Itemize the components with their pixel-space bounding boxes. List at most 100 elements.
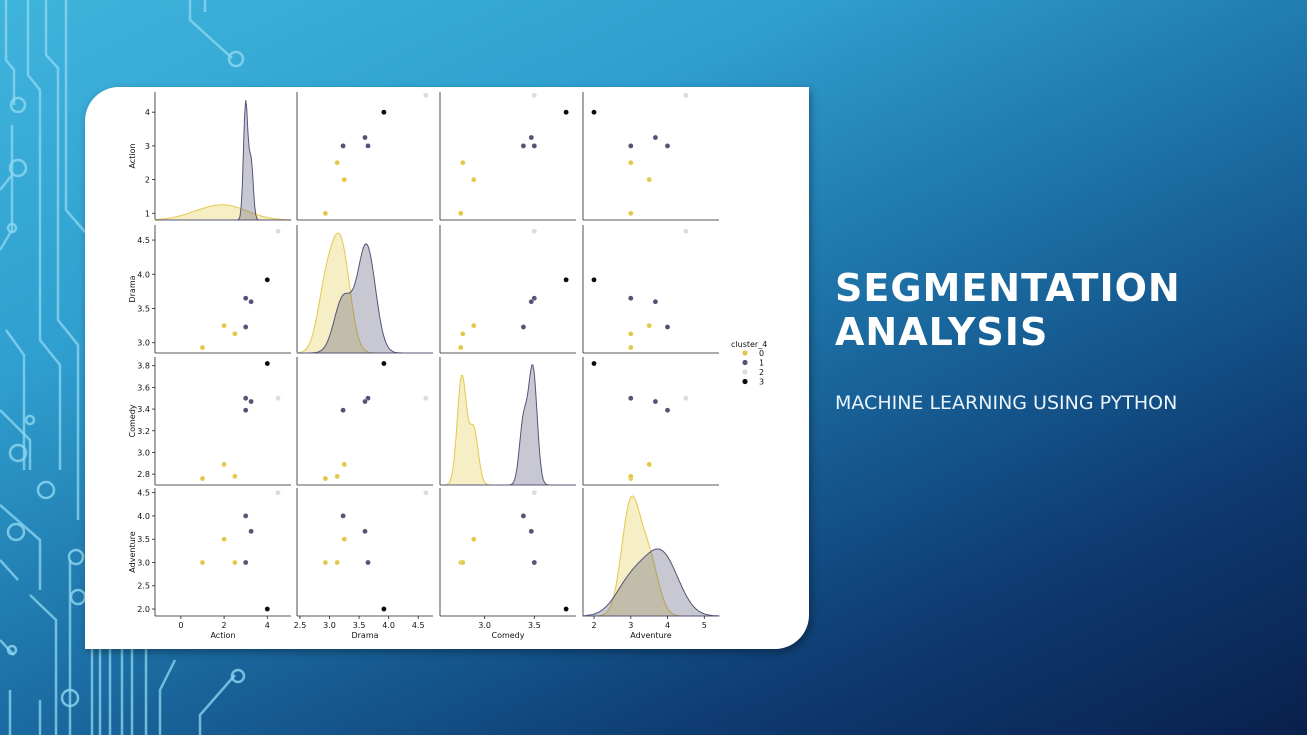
x-tick-label: 4.0 [382, 621, 395, 630]
point-cluster-1 [248, 298, 254, 305]
x-tick-label: 2 [591, 621, 596, 630]
point-cluster-2 [683, 395, 689, 402]
point-cluster-0 [470, 536, 477, 543]
kde-cluster-1 [582, 548, 720, 617]
point-cluster-1 [664, 324, 671, 330]
point-cluster-0 [341, 536, 348, 543]
kde-cluster-1 [440, 364, 576, 486]
y-tick-label: 4.5 [137, 489, 150, 498]
x-tick-label: 4 [265, 621, 270, 630]
point-cluster-0 [232, 330, 238, 337]
panel-comedy-vs-drama [296, 357, 433, 486]
point-cluster-0 [221, 322, 227, 329]
y-tick-label: 3.6 [137, 383, 150, 392]
x-axis-label: Drama [351, 631, 378, 640]
circuit-trace [4, 0, 16, 105]
y-tick-label: 3.0 [137, 448, 150, 457]
circuit-node [67, 548, 85, 566]
point-cluster-2 [531, 489, 538, 496]
legend-marker-2 [742, 369, 748, 375]
kde-cluster-1 [155, 99, 291, 221]
point-cluster-1 [365, 559, 371, 566]
point-cluster-1 [520, 513, 527, 519]
kde-cluster-0 [154, 204, 292, 221]
point-cluster-0 [459, 159, 466, 166]
pairplot-chart: 1234Action3.03.54.04.5Drama2.83.03.23.43… [128, 92, 767, 640]
point-cluster-3 [381, 606, 387, 612]
circuit-trace [158, 659, 177, 735]
panel-adventure-vs-comedy: 3.0 3.5 Comedy [439, 488, 576, 640]
legend-marker-3 [742, 378, 748, 385]
point-cluster-0 [628, 473, 634, 480]
point-cluster-1 [628, 395, 634, 402]
point-cluster-0 [628, 344, 634, 351]
circuit-node [24, 414, 36, 426]
legend-marker-1 [742, 359, 748, 366]
y-axis-label: Action [128, 143, 137, 168]
circuit-trace [0, 125, 14, 251]
y-tick-label: 2.0 [137, 605, 150, 614]
point-cluster-1 [242, 407, 249, 414]
legend-label-0: 0 [759, 349, 764, 358]
point-cluster-3 [563, 606, 569, 612]
point-cluster-3 [264, 606, 271, 612]
y-tick-label: 3.2 [137, 427, 150, 436]
point-cluster-1 [528, 134, 535, 141]
panel-adventure-vs-action: 2.0 2.5 3.0 3.5 4.0 4.5 Adventure 0 2 4 Action [128, 488, 291, 640]
y-tick-label: 1 [145, 209, 150, 218]
x-tick-label: 2 [222, 621, 227, 630]
point-cluster-1 [531, 143, 538, 149]
point-cluster-1 [520, 324, 527, 330]
point-cluster-0 [470, 322, 477, 329]
panel-drama-vs-comedy [439, 225, 576, 354]
point-cluster-3 [264, 276, 271, 283]
y-axis-label: Comedy [128, 404, 137, 437]
x-tick-label: 4 [665, 621, 670, 630]
point-cluster-3 [264, 360, 271, 367]
point-cluster-1 [248, 528, 254, 535]
point-cluster-0 [646, 461, 653, 468]
y-tick-label: 3.0 [137, 558, 150, 567]
point-cluster-0 [646, 176, 653, 183]
y-tick-label: 4 [145, 108, 150, 117]
slide-title: SEGMENTATION ANALYSIS [835, 266, 1181, 354]
point-cluster-1 [362, 134, 368, 141]
panel-action-vs-action: 1 2 3 4 Action [128, 92, 292, 221]
point-cluster-0 [470, 176, 477, 183]
point-cluster-0 [628, 159, 634, 166]
circuit-node [230, 668, 246, 684]
point-cluster-0 [628, 330, 634, 337]
point-cluster-0 [322, 475, 329, 482]
point-cluster-0 [199, 344, 206, 351]
circuit-trace [4, 329, 26, 470]
circuit-trace [29, 594, 58, 735]
point-cluster-3 [381, 109, 387, 116]
point-cluster-2 [423, 92, 429, 99]
panel-action-vs-drama [296, 92, 433, 221]
legend-label-1: 1 [759, 359, 764, 368]
slide-subtitle: MACHINE LEARNING USING PYTHON [835, 392, 1178, 414]
point-cluster-3 [563, 109, 569, 116]
circuit-trace [0, 504, 42, 590]
point-cluster-0 [341, 176, 348, 183]
y-tick-label: 2.5 [137, 582, 150, 591]
point-cluster-0 [459, 559, 466, 566]
point-cluster-2 [531, 92, 538, 99]
title-block: SEGMENTATION ANALYSIS MACHINE LEARNING U… [835, 266, 1275, 414]
x-tick-label: 3.0 [323, 621, 336, 630]
point-cluster-1 [520, 143, 527, 149]
y-tick-label: 4.0 [137, 512, 150, 521]
point-cluster-1 [248, 398, 254, 405]
point-cluster-1 [362, 528, 368, 535]
panel-drama-vs-adventure [582, 225, 719, 354]
circuit-trace [198, 674, 236, 735]
point-cluster-1 [531, 559, 538, 566]
circuit-decoration [0, 0, 246, 735]
circuit-trace [188, 0, 233, 59]
point-cluster-1 [664, 143, 671, 149]
circuit-node [69, 588, 87, 606]
point-cluster-1 [242, 324, 249, 330]
circuit-node [36, 480, 56, 500]
point-cluster-1 [664, 407, 671, 414]
panel-action-vs-adventure [582, 92, 719, 221]
